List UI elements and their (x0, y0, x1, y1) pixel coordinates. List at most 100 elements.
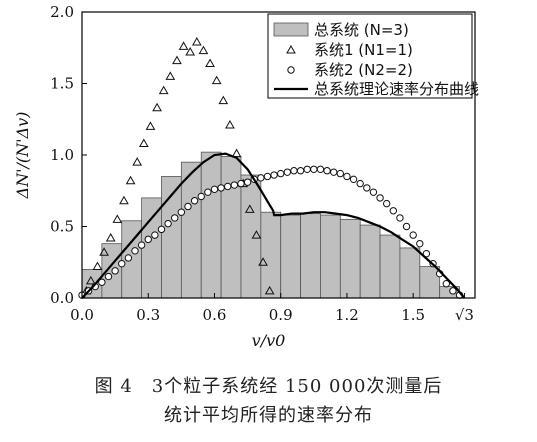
theory-curve-line (81, 152, 466, 299)
circle-point (343, 172, 351, 181)
triangle-point (211, 75, 222, 85)
circle-point (376, 194, 384, 202)
y-tick-label: 1.5 (50, 75, 74, 93)
bar (180, 161, 202, 299)
x-tick-label: 1.5 (401, 306, 425, 324)
triangle-point (191, 37, 202, 46)
circle-point (217, 184, 225, 192)
circle-point (197, 192, 205, 201)
bar (419, 266, 441, 299)
y-axis-label: ΔN'/(N'Δv) (13, 112, 32, 200)
legend-swatch-circle (287, 66, 295, 74)
legend-label: 系统1 (N1=1) (314, 41, 413, 59)
bar (220, 156, 242, 299)
circle-point (171, 214, 179, 222)
legend-box (267, 13, 473, 99)
circle-point (237, 179, 245, 188)
triangle-point (132, 157, 143, 166)
circle-point (224, 182, 232, 191)
circle-point (257, 174, 265, 182)
figure-caption-line2: 统计平均所得的速率分布 (164, 405, 373, 426)
triangle-point (198, 45, 209, 55)
legend-swatch-bar (273, 22, 309, 37)
triangle-point (112, 214, 123, 223)
y-tick-label: 2.0 (50, 3, 74, 21)
triangle-point (152, 102, 162, 112)
circle-point (296, 167, 305, 175)
circle-point (277, 169, 285, 178)
circle-point (164, 219, 172, 228)
triangle-point (119, 195, 129, 205)
legend: 总系统 (N=3) 系统1 (N1=1) 系统2 (N2=2)总系统理论速率分布曲线 (267, 13, 479, 99)
circle-point (263, 172, 272, 181)
circle-point (243, 178, 252, 186)
bar (280, 214, 301, 299)
triangle-point (258, 257, 268, 266)
triangle-point (225, 119, 235, 129)
x-tick-label: 1.2 (335, 306, 359, 324)
circle-point (349, 175, 358, 184)
circle-point (356, 179, 364, 188)
circle-point (422, 249, 431, 258)
circle-point (230, 181, 239, 189)
circle-point (389, 207, 398, 215)
legend-label: 总系统 (N=3) (314, 21, 409, 39)
legend-swatch-triangle (286, 44, 296, 54)
x-axis-label: v/v0 (252, 331, 286, 350)
scatter-series-system2 (78, 165, 464, 299)
circle-point (98, 278, 106, 286)
y-tick-label: 1.0 (50, 146, 74, 164)
triangle-point (185, 47, 196, 56)
triangle-point (205, 58, 215, 67)
circle-point (363, 184, 371, 192)
bar (240, 174, 262, 299)
circle-point (144, 235, 152, 244)
triangle-point (85, 275, 96, 285)
circle-point (137, 241, 146, 249)
circle-point (396, 214, 404, 222)
triangle-point (264, 285, 275, 295)
triangle-point (251, 230, 262, 239)
y-tick-label: 0.0 (50, 289, 74, 307)
circle-point (157, 225, 166, 234)
circle-point (336, 169, 345, 178)
circle-point (118, 259, 126, 268)
circle-point (416, 239, 424, 248)
bar (339, 218, 361, 299)
circle-point (442, 280, 450, 288)
circle-point (270, 171, 278, 179)
circle-point (111, 267, 119, 275)
circle-point (204, 188, 212, 196)
triangle-point (244, 204, 255, 213)
x-tick-label: 0.3 (136, 306, 160, 324)
circle-point (177, 208, 186, 216)
circle-point (310, 165, 318, 174)
y-tick-label: 0.5 (50, 218, 74, 236)
bar-series-total-system (81, 151, 460, 299)
triangle-point (99, 247, 109, 256)
triangle-point (125, 175, 136, 185)
x-tick-label: √3 (455, 306, 474, 324)
chart-svg: 0.0 0.3 0.6 0.9 1.2 1.5 √3 0.0 0.5 1.0 1.5 2.0 v/v0 Δ… (13, 3, 479, 350)
circle-point (409, 231, 417, 239)
bar (359, 224, 381, 299)
triangle-point (178, 41, 189, 50)
circle-point (402, 222, 411, 231)
triangle-point (92, 261, 103, 271)
triangle-point (158, 85, 169, 95)
circle-point (303, 165, 311, 174)
circle-point (104, 272, 113, 281)
circle-point (369, 188, 378, 196)
circle-point (131, 247, 139, 255)
circle-point (329, 168, 338, 176)
circle-point (184, 202, 192, 211)
circle-point (190, 197, 199, 205)
triangle-point (165, 71, 176, 80)
bar (200, 151, 222, 299)
circle-point (449, 287, 457, 295)
legend-label: 系统2 (N2=2) (314, 61, 413, 79)
bar (260, 211, 282, 299)
circle-point (151, 231, 159, 239)
triangle-point (231, 148, 242, 158)
x-tick-label: 0.9 (269, 306, 293, 324)
